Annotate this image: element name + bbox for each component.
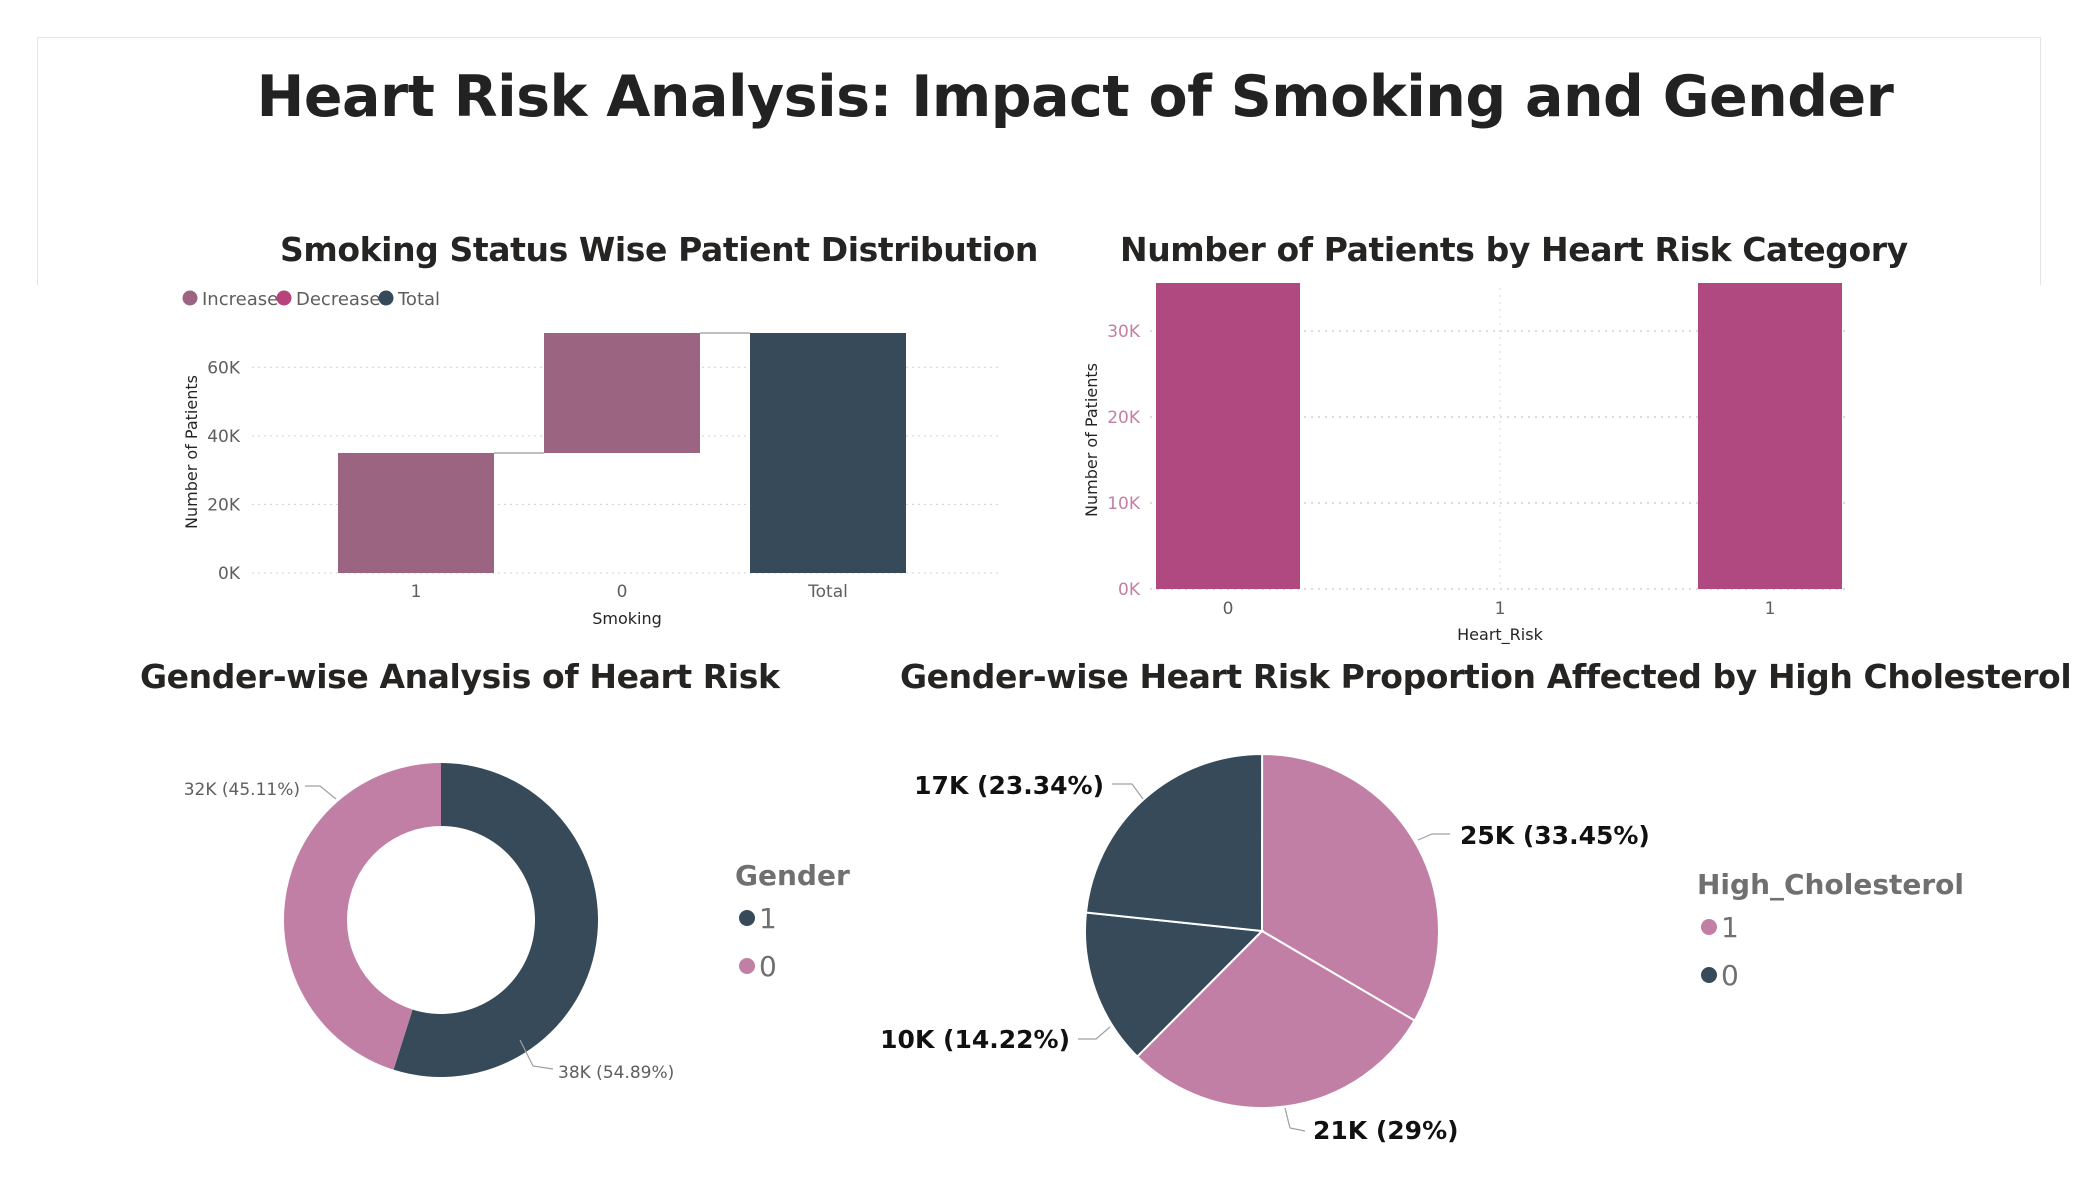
pie-chart-title: Gender-wise Heart Risk Proportion Affect… [900, 657, 2072, 696]
legend-marker [1701, 967, 1717, 983]
legend-label: 0 [759, 950, 777, 983]
donut-slice [284, 763, 441, 1070]
legend-label: 1 [1721, 911, 1739, 944]
y-tick-label: 60K [207, 358, 241, 378]
leader-line [1284, 1107, 1306, 1132]
data-label: 21K (29%) [1313, 1116, 1459, 1145]
y-tick-label: 40K [207, 427, 241, 447]
waterfall-bar [338, 453, 494, 573]
x-tick-label: 1 [411, 582, 422, 602]
legend-marker [1701, 919, 1717, 935]
donut-slice [393, 763, 599, 1077]
data-label: 25K (33.45%) [1460, 821, 1650, 850]
legend-marker [739, 958, 755, 974]
y-tick-label: 0K [218, 564, 241, 584]
leader-line [519, 1039, 554, 1070]
y-tick-label: 0K [1118, 580, 1141, 600]
leader-line [305, 785, 337, 800]
x-tick-label: 0 [617, 582, 628, 602]
data-label: 10K (14.22%) [880, 1025, 1070, 1054]
leader-line [1112, 783, 1144, 800]
x-tick-label: 1 [1765, 599, 1776, 619]
x-tick-label: Total [807, 582, 848, 602]
leader-line [1417, 833, 1450, 841]
pie-slice [1261, 752, 1440, 1022]
bar-chart-title: Number of Patients by Heart Risk Categor… [1120, 230, 1908, 269]
pie-slice [1084, 911, 1265, 1058]
legend-title: High_Cholesterol [1697, 868, 1964, 901]
y-axis-title: Number of Patients [1082, 363, 1101, 517]
data-label: 17K (23.34%) [914, 771, 1104, 800]
leader-line [1078, 1026, 1111, 1040]
legend-title: Gender [735, 859, 850, 892]
y-tick-label: 20K [207, 495, 241, 515]
heart-risk-bar [1698, 283, 1842, 589]
x-axis-title: Smoking [592, 609, 662, 628]
heart-risk-bar [1156, 283, 1300, 589]
legend-marker [276, 290, 292, 306]
y-tick-label: 10K [1107, 494, 1141, 514]
pie-slice [1084, 752, 1264, 933]
legend-label: 1 [759, 902, 777, 935]
legend-marker [182, 290, 198, 306]
legend-marker [739, 910, 755, 926]
x-tick-label: 1 [1495, 599, 1506, 619]
data-label: 32K (45.11%) [184, 780, 300, 800]
legend-label: Increase [202, 289, 278, 310]
legend-label: 0 [1721, 959, 1739, 992]
page-title: Heart Risk Analysis: Impact of Smoking a… [256, 64, 1894, 130]
y-axis-title: Number of Patients [182, 375, 201, 529]
legend-marker [378, 290, 394, 306]
legend-label: Decrease [296, 289, 380, 310]
y-tick-label: 20K [1107, 408, 1141, 428]
waterfall-bar [750, 333, 906, 573]
waterfall-bar [544, 333, 700, 453]
y-tick-label: 30K [1107, 322, 1141, 342]
donut-chart-title: Gender-wise Analysis of Heart Risk [140, 657, 780, 696]
data-label: 38K (54.89%) [558, 1063, 674, 1083]
pie-slice [1135, 929, 1416, 1109]
legend-label: Total [397, 289, 440, 310]
x-tick-label: 0 [1223, 599, 1234, 619]
x-axis-title: Heart_Risk [1457, 625, 1543, 645]
